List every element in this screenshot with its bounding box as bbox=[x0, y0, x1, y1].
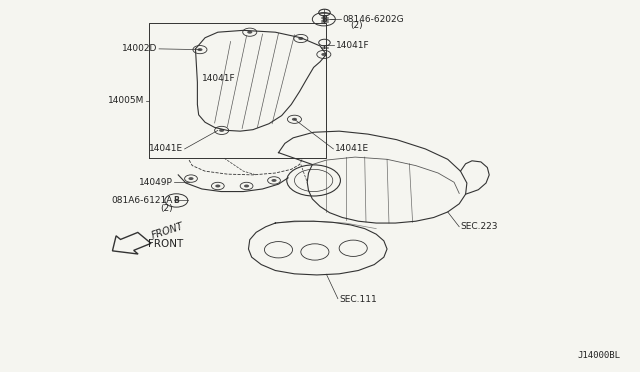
Circle shape bbox=[188, 177, 193, 180]
Text: (2): (2) bbox=[161, 204, 173, 213]
Text: 14002D: 14002D bbox=[122, 44, 157, 53]
Text: J14000BL: J14000BL bbox=[577, 351, 620, 360]
Circle shape bbox=[197, 48, 202, 51]
Text: 14041E: 14041E bbox=[148, 144, 182, 153]
Circle shape bbox=[247, 31, 252, 34]
Circle shape bbox=[215, 185, 220, 187]
Text: 14041F: 14041F bbox=[336, 41, 369, 50]
Text: 081A6-6121A: 081A6-6121A bbox=[112, 196, 173, 205]
Text: 08146-6202G: 08146-6202G bbox=[342, 15, 404, 24]
Text: B: B bbox=[173, 196, 179, 205]
Circle shape bbox=[298, 37, 303, 40]
Circle shape bbox=[321, 53, 326, 56]
Circle shape bbox=[292, 118, 297, 121]
Text: 14049P: 14049P bbox=[140, 178, 173, 187]
Text: FRONT: FRONT bbox=[148, 239, 183, 249]
Text: 14041F: 14041F bbox=[202, 74, 236, 83]
Circle shape bbox=[219, 129, 224, 132]
Text: (2): (2) bbox=[351, 22, 364, 31]
Text: SEC.223: SEC.223 bbox=[461, 222, 498, 231]
Text: B: B bbox=[321, 15, 326, 24]
Text: SEC.111: SEC.111 bbox=[339, 295, 377, 304]
Circle shape bbox=[271, 179, 276, 182]
Text: FRONT: FRONT bbox=[150, 221, 185, 241]
Circle shape bbox=[244, 185, 249, 187]
Text: 14041E: 14041E bbox=[335, 144, 369, 153]
Text: 14005M: 14005M bbox=[108, 96, 145, 105]
